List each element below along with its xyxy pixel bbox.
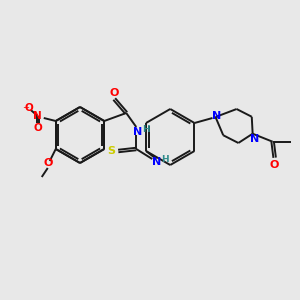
Text: O: O xyxy=(33,123,42,133)
Text: H: H xyxy=(161,154,169,164)
Text: H: H xyxy=(142,125,150,134)
Text: N: N xyxy=(212,111,221,121)
Text: N: N xyxy=(33,111,42,121)
Text: N: N xyxy=(250,134,259,144)
Text: −: − xyxy=(22,103,29,112)
Text: O: O xyxy=(24,103,33,113)
Text: O: O xyxy=(43,158,52,168)
Text: N: N xyxy=(152,157,161,167)
Text: N: N xyxy=(133,127,142,137)
Text: O: O xyxy=(110,88,119,98)
Text: S: S xyxy=(107,146,115,156)
Text: O: O xyxy=(270,160,279,170)
